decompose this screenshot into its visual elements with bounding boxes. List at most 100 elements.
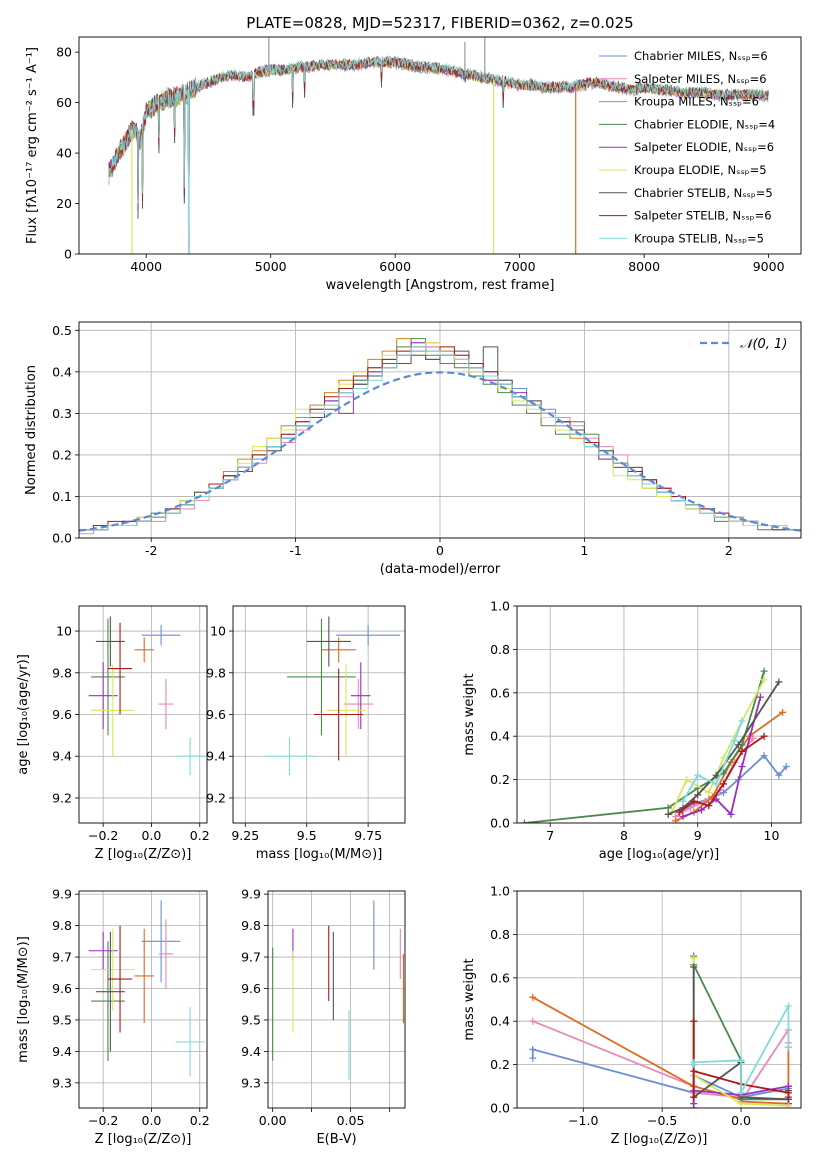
x-axis-label: age [log₁₀(age/yr)] (599, 847, 720, 862)
legend-label: Kroupa ELODIE, Nₛₛₚ=5 (634, 163, 767, 177)
x-tick-label: 0.00 (259, 1113, 287, 1128)
panel-ebv-mass: 0.00 0.05 9.3 9.4 9.5 9.6 9.7 9.8 9.9 E(B-V) (241, 887, 406, 1147)
plus-marker (690, 954, 698, 962)
y-tick-label: 0.8 (490, 927, 510, 942)
plus-marker (720, 780, 728, 788)
plus-marker (705, 789, 713, 797)
plus-marker (784, 1102, 792, 1108)
x-tick-label: 0.2 (190, 1113, 210, 1128)
plus-marker (760, 752, 768, 760)
axes-frame (78, 605, 208, 824)
weight-line (682, 720, 743, 802)
histogram-step (79, 346, 801, 538)
plot-area-mass-age (233, 606, 405, 823)
x-tick-label: 8000 (628, 259, 660, 274)
plot-area-z-mass (79, 891, 207, 1108)
y-axis-label: Flux [fλ10⁻¹⁷ erg cm⁻² s⁻¹ A⁻¹] (25, 47, 40, 244)
weight-line (667, 681, 780, 816)
plus-marker (760, 732, 768, 740)
y-tick-label: 0.4 (490, 1014, 510, 1029)
x-tick-label: 0.0 (142, 828, 162, 843)
x-tick-label: −0.5 (647, 1113, 677, 1128)
axes-frame (232, 605, 406, 824)
y-tick-label: 20 (56, 196, 72, 211)
legend-label: Chabrier ELODIE, Nₛₛₚ=4 (634, 117, 775, 131)
normal-curve (79, 371, 801, 532)
y-tick-label: 9.4 (52, 749, 72, 764)
plus-marker (782, 763, 790, 771)
plus-marker (734, 741, 742, 749)
y-tick-label: 0.0 (52, 531, 72, 546)
y-tick-label: 0.0 (490, 816, 510, 831)
plus-marker (679, 797, 687, 805)
legend-label: 𝒩(0, 1) (740, 337, 787, 352)
y-tick-label: 0 (64, 247, 72, 262)
plus-marker (672, 817, 680, 823)
x-axis-label: E(B-V) (316, 1132, 356, 1147)
x-tick-label: 9 (694, 828, 702, 843)
y-tick-label: 9.2 (52, 790, 72, 805)
x-tick-label: 0.05 (337, 1113, 365, 1128)
plus-marker (529, 1017, 537, 1025)
panel-age-weight: 7 8 9 10 0.0 0.2 0.4 0.6 0.8 1.0 age [log₁₀(age/yr… (462, 599, 802, 862)
y-tick-label: 9.5 (241, 1012, 261, 1027)
x-tick-label: -2 (145, 543, 157, 558)
axes-frame (78, 321, 802, 539)
plus-marker (520, 819, 528, 823)
y-tick-label: 0.1 (52, 489, 72, 504)
x-tick-label: 7000 (504, 259, 536, 274)
y-tick-label: 0.2 (490, 772, 510, 787)
y-tick-label: 60 (56, 95, 72, 110)
plus-marker (731, 737, 739, 745)
y-tick-label: 1.0 (490, 599, 510, 614)
plus-marker (690, 1067, 698, 1075)
x-tick-label: 6000 (379, 259, 411, 274)
x-tick-label: 9.5 (297, 828, 317, 843)
x-axis-label: wavelength [Angstrom, rest frame] (326, 278, 555, 293)
y-tick-label: 9.5 (52, 1012, 72, 1027)
y-tick-label: 9.8 (241, 918, 261, 933)
x-axis-label: Z [log₁₀(Z/Z⊙)] (95, 1132, 192, 1147)
y-tick-label: 9.6 (52, 707, 72, 722)
y-axis-label: mass weight (462, 958, 477, 1040)
plus-marker (694, 771, 702, 779)
legend-label: Salpeter MILES, Nₛₛₚ=6 (634, 72, 767, 86)
y-axis-label: age [log₁₀(age/yr)] (16, 654, 31, 775)
plus-marker (705, 802, 713, 810)
y-tick-label: 10 (210, 624, 226, 639)
y-axis-label: Normed distribution (24, 365, 39, 495)
plot-area-ebv-mass (268, 891, 405, 1108)
y-tick-label: 9.6 (52, 981, 72, 996)
plus-marker (712, 780, 720, 788)
plus-marker (720, 789, 728, 797)
y-tick-label: 0.2 (52, 447, 72, 462)
x-axis-label: (data-model)/error (380, 562, 501, 577)
y-tick-label: 9.4 (241, 1044, 261, 1059)
x-tick-label: −0.2 (88, 828, 118, 843)
plus-marker (664, 804, 672, 812)
plus-marker (686, 804, 694, 812)
plus-marker (675, 808, 683, 816)
legend-label: Chabrier STELIB, Nₛₛₚ=5 (634, 186, 773, 200)
plot-area-z-weight (517, 891, 801, 1108)
y-tick-label: 80 (56, 45, 72, 60)
y-tick-label: 0.3 (52, 406, 72, 421)
x-tick-label: 0.0 (731, 1113, 751, 1128)
y-tick-label: 9.3 (52, 1075, 72, 1090)
panel-z-mass: −0.2 0.0 0.2 9.3 9.4 9.5 9.6 9.7 9.8 9.9 Z [log₁₀(… (16, 887, 210, 1147)
x-tick-label: −1.0 (568, 1113, 598, 1128)
y-axis-label: mass [log₁₀(M/M⊙)] (16, 936, 31, 1063)
plus-marker (664, 810, 672, 818)
plus-marker (690, 1093, 698, 1101)
plus-marker (690, 1058, 698, 1066)
plus-marker (775, 678, 783, 686)
panel-mass-age: 9.25 9.5 9.75 9.2 9.4 9.6 9.8 10 mass [log₁₀(M/M… (206, 605, 406, 862)
y-tick-label: 9.9 (241, 887, 261, 902)
plus-marker (784, 1043, 792, 1051)
y-tick-label: 0.8 (490, 642, 510, 657)
panel-residuals: -2 -1 0 1 2 0.0 0.1 0.2 0.3 0.4 0.5 (data-model)/er… (24, 321, 802, 577)
axes-frame (516, 605, 802, 824)
plus-marker (784, 1093, 792, 1101)
y-tick-label: 9.4 (52, 1044, 72, 1059)
